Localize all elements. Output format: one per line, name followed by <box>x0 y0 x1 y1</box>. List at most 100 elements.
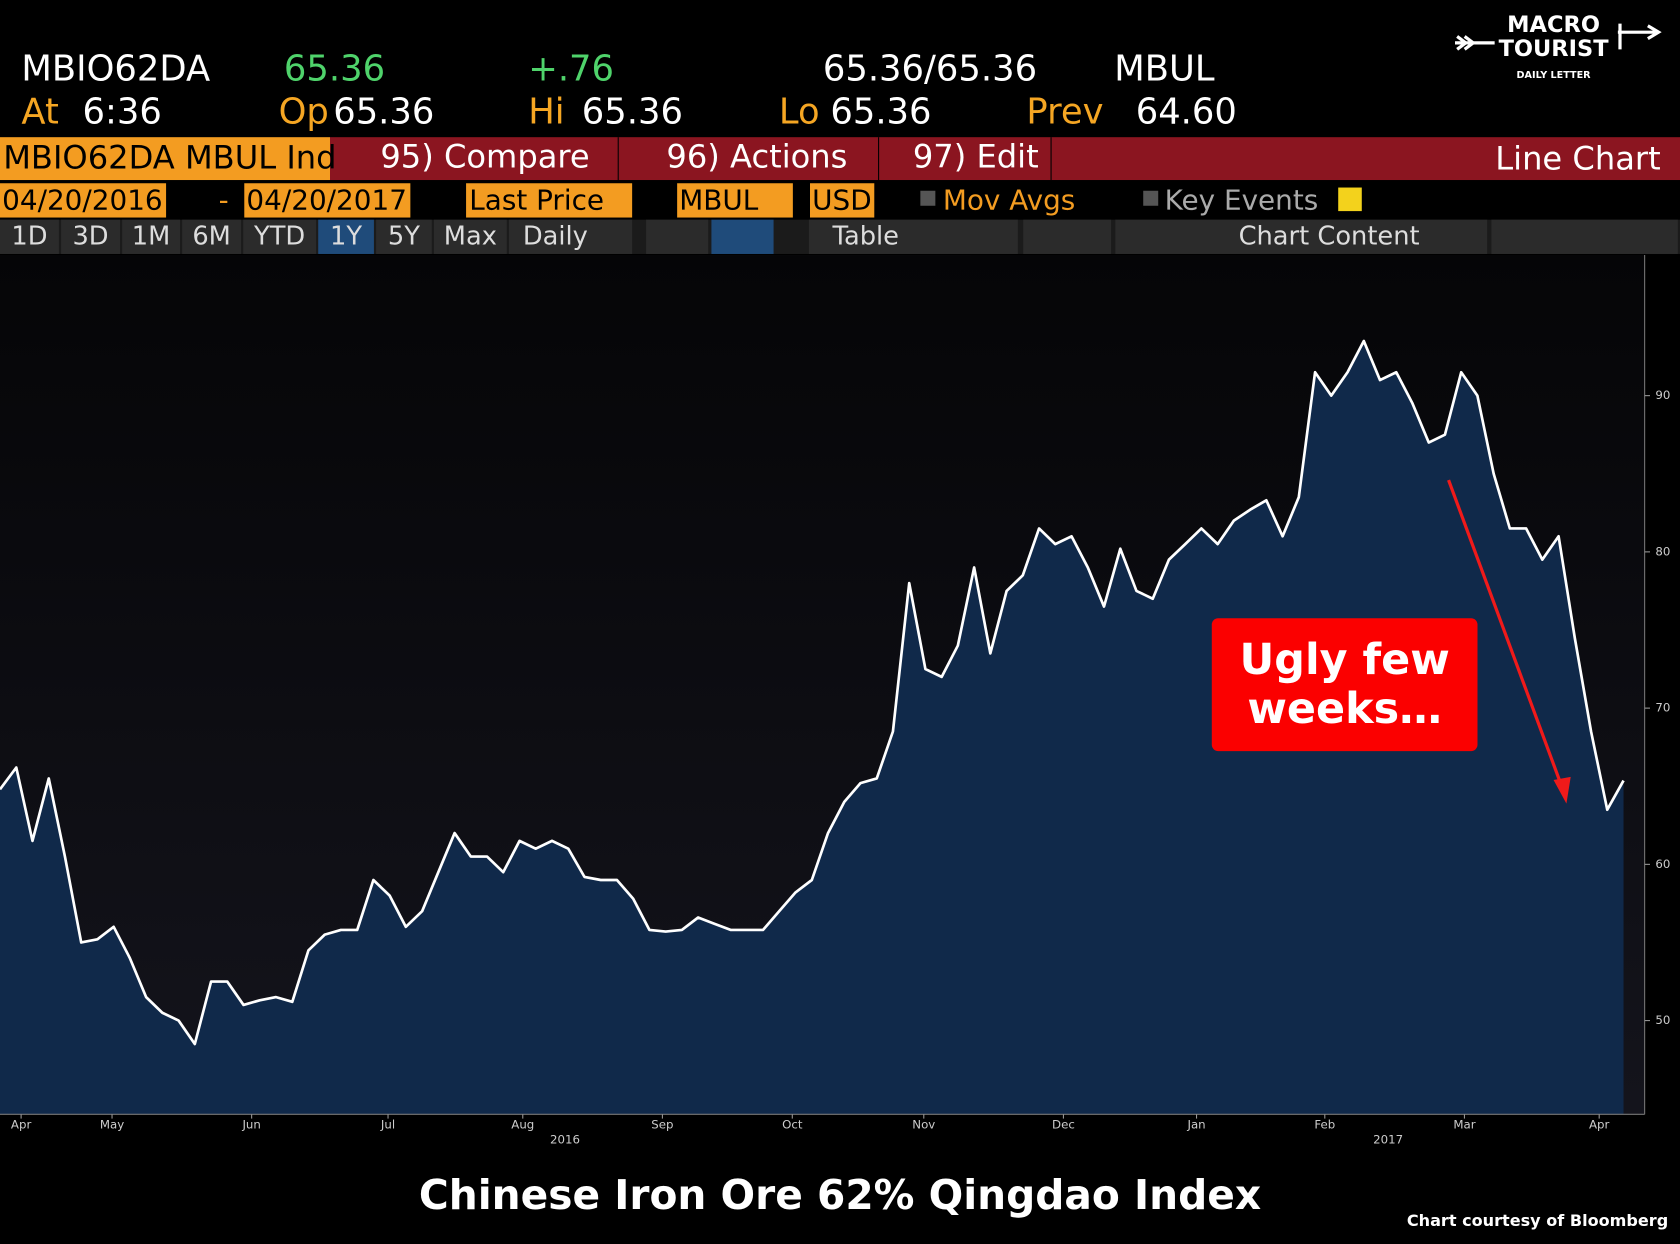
end-date[interactable]: 04/20/2017 <box>246 183 406 216</box>
op-label: Op <box>279 92 329 133</box>
line-tool[interactable] <box>646 219 709 254</box>
logo-arrow <box>1455 35 1495 51</box>
currency-select[interactable] <box>810 183 875 218</box>
source-select[interactable] <box>677 183 793 218</box>
x-tick-label: Feb <box>1314 1118 1335 1132</box>
y-tick-label: 80 <box>1655 544 1670 558</box>
period-button[interactable] <box>243 219 317 254</box>
source: MBUL <box>1114 49 1215 90</box>
chart-content-label[interactable]: Chart Content <box>1239 221 1420 251</box>
security[interactable]: MBIO62DA MBUL Ind <box>3 139 336 177</box>
x-tick-label: Mar <box>1453 1118 1475 1132</box>
period-label[interactable]: 3D <box>72 221 108 251</box>
x-tick-label: May <box>100 1118 124 1132</box>
checkbox[interactable] <box>1143 190 1159 206</box>
period-label[interactable]: 1M <box>132 221 171 251</box>
period-label[interactable]: Max <box>444 221 497 251</box>
annotation: Ugly few weeks… <box>1239 635 1450 734</box>
period-button[interactable] <box>122 219 180 254</box>
collapse-button[interactable] <box>1023 219 1112 254</box>
actions-button[interactable]: 96) Actions <box>666 138 847 176</box>
logo: MACRO TOURIST DAILY LETTER <box>1455 12 1662 81</box>
year-label: 2016 <box>550 1133 580 1147</box>
security-field[interactable] <box>0 137 330 181</box>
bid-ask: 65.36/65.36 <box>823 49 1037 90</box>
chart-kind: Line Chart <box>1495 140 1660 178</box>
period-label[interactable]: 6M <box>192 221 231 251</box>
x-tick-label: Aug <box>511 1118 534 1132</box>
currency[interactable]: USD <box>812 183 871 216</box>
frequency-button[interactable] <box>508 219 633 254</box>
logo-text: DAILY LETTER <box>1517 70 1592 81</box>
annotation-arrow <box>1447 479 1564 789</box>
date-field[interactable] <box>244 183 411 218</box>
settings-row: 04/20/2016 - 04/20/2017 Last Price MBUL … <box>0 183 1362 218</box>
area <box>0 340 1624 1115</box>
frequency-label[interactable]: Daily <box>523 221 588 251</box>
ticker: MBIO62DA <box>21 49 210 90</box>
lo: 65.36 <box>830 92 931 133</box>
x-tick-label: Oct <box>782 1118 803 1132</box>
menu-bar <box>330 137 1680 181</box>
period-label[interactable]: 1Y <box>330 221 362 251</box>
logo-arrow <box>1617 23 1662 50</box>
x-tick-label: Jan <box>1186 1118 1205 1132</box>
x-tick-label: Sep <box>651 1118 673 1132</box>
dash: - <box>219 183 229 216</box>
period-row: Table Chart Content 1D 3D 1M 6M YTD 1Y 5Y Max Da… <box>0 219 1680 275</box>
x-tick-label: Dec <box>1052 1118 1075 1132</box>
compare-button[interactable]: 95) Compare <box>380 138 589 176</box>
at-label: At <box>21 92 59 133</box>
period-button[interactable] <box>61 219 120 254</box>
x-tick-label: Jul <box>380 1118 395 1132</box>
key-events[interactable]: Key Events <box>1165 183 1319 216</box>
y-tick-label: 60 <box>1655 857 1670 871</box>
period-button[interactable] <box>318 219 374 254</box>
y-tick-label: 70 <box>1655 701 1670 715</box>
x-tick-label: Jun <box>241 1118 260 1132</box>
period-button[interactable] <box>182 219 242 254</box>
prev-label: Prev <box>1026 92 1103 133</box>
plot: 50 60 70 80 90 Apr May Jun Jul Aug Sep Oct Nov Dec Jan… <box>0 255 1670 1147</box>
annotation-box <box>1211 618 1478 752</box>
chart-content-button[interactable] <box>1115 219 1488 254</box>
op: 65.36 <box>333 92 434 133</box>
date-field[interactable] <box>0 183 167 218</box>
prev: 64.60 <box>1136 92 1237 133</box>
period-label[interactable]: YTD <box>253 221 305 251</box>
logo-text: MACRO <box>1507 12 1600 38</box>
period-button[interactable] <box>433 219 507 254</box>
header: MBIO62DA 65.36 +.76 65.36/65.36 MBUL At … <box>21 49 1236 133</box>
settings-button[interactable] <box>1491 219 1678 254</box>
hi-label: Hi <box>528 92 564 133</box>
change: +.76 <box>528 49 614 90</box>
x-tick-label: Apr <box>11 1118 32 1132</box>
arrow-head <box>1553 776 1571 804</box>
checkbox[interactable] <box>920 190 936 206</box>
period-label[interactable]: 5Y <box>388 221 420 251</box>
start-date[interactable]: 04/20/2016 <box>2 183 162 216</box>
field-select[interactable] <box>466 183 633 218</box>
x-tick-label: Apr <box>1589 1118 1610 1132</box>
menu: MBIO62DA MBUL Ind 95) Compare 96) Action… <box>3 137 1661 181</box>
period-button[interactable] <box>376 219 432 254</box>
info-icon[interactable] <box>1338 187 1362 212</box>
period-label[interactable]: 1D <box>11 221 47 251</box>
lo-label: Lo <box>779 92 820 133</box>
edit-button[interactable]: 97) Edit <box>913 138 1039 176</box>
mov-avgs[interactable]: Mov Avgs <box>943 183 1075 216</box>
chart-title: Chinese Iron Ore 62% Qingdao Index <box>419 1171 1261 1219</box>
logo-text: TOURIST <box>1499 36 1610 62</box>
table-button[interactable] <box>808 219 1018 254</box>
annotation-wrap: Ugly few weeks… <box>1239 635 1450 734</box>
time: 6:36 <box>83 92 162 133</box>
field[interactable]: Last Price <box>469 183 604 216</box>
source-note: Chart courtesy of Bloomberg <box>1407 1211 1668 1230</box>
period-button[interactable] <box>0 219 59 254</box>
year-label: 2017 <box>1373 1133 1403 1147</box>
source-field[interactable]: MBUL <box>679 183 759 216</box>
cursor-tool[interactable] <box>711 219 774 254</box>
y-tick-label: 50 <box>1655 1013 1670 1027</box>
table-label[interactable]: Table <box>832 221 899 251</box>
